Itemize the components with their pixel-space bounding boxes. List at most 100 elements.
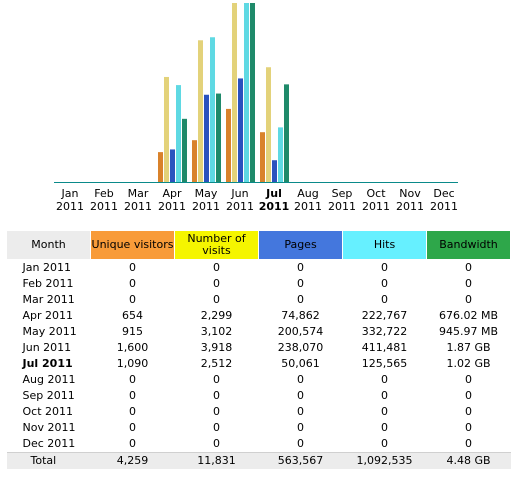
row-pages-cell: 74,862	[281, 309, 320, 322]
monthly-stats-table: Month Unique visitors Number of visits P…	[6, 230, 511, 469]
x-tick-year: 2011	[56, 200, 84, 213]
row-bandwidth-cell: 676.02 MB	[438, 309, 499, 322]
x-tick-month: Mar	[127, 187, 149, 200]
month-column-header: Month	[6, 230, 91, 260]
x-tick-year: 2011	[192, 200, 220, 213]
pages-column-header: Pages	[258, 230, 343, 260]
row-month-cell: Mar 2011	[22, 293, 75, 306]
row-unique-visitors-cell: 0	[129, 261, 136, 274]
x-tick-year: 2011	[328, 200, 356, 213]
row-pages-cell: 200,574	[277, 325, 324, 338]
bar-hits-jul	[278, 127, 283, 182]
x-tick-label-jan: Jan 2011	[50, 187, 90, 213]
row-visits-cell: 0	[213, 389, 220, 402]
row-visits-cell: 0	[213, 293, 220, 306]
row-hits-cell: 125,565	[361, 357, 408, 370]
row-unique-visitors-cell: 654	[122, 309, 143, 322]
row-hits-cell: 0	[381, 373, 388, 386]
bar-unique-apr	[158, 152, 163, 182]
x-tick-label-aug: Aug 2011	[288, 187, 328, 213]
row-unique-visitors-cell: 915	[122, 325, 143, 338]
row-hits-cell: 0	[381, 293, 388, 306]
x-tick-label-nov: Nov 2011	[390, 187, 430, 213]
row-visits-cell: 0	[213, 261, 220, 274]
row-unique-visitors-cell: 0	[129, 293, 136, 306]
x-tick-year: 2011	[430, 200, 458, 213]
row-hits-cell: 332,722	[361, 325, 408, 338]
x-tick-month: Nov	[399, 187, 421, 200]
x-tick-year: 2011	[396, 200, 424, 213]
row-bandwidth-cell: 0	[465, 277, 472, 290]
bandwidth-column-header: Bandwidth	[426, 230, 511, 260]
table-row: Jun 2011 1,600 3,918 238,070 411,481 1.87 GB	[7, 340, 511, 356]
x-tick-year: 2011	[158, 200, 186, 213]
row-bandwidth-cell: 1.02 GB	[446, 357, 491, 370]
row-bandwidth-cell: 1.87 GB	[446, 341, 491, 354]
table-row: May 2011 915 3,102 200,574 332,722 945.97 MB	[7, 324, 511, 340]
row-pages-cell: 0	[297, 277, 304, 290]
row-pages-cell: 0	[297, 261, 304, 274]
row-bandwidth-cell: 945.97 MB	[438, 325, 499, 338]
x-tick-month: Aug	[297, 187, 319, 200]
x-tick-label-oct: Oct 2011	[356, 187, 396, 213]
x-tick-year: 2011	[362, 200, 390, 213]
bar-pages-apr	[170, 149, 175, 182]
row-hits-cell: 0	[381, 389, 388, 402]
row-unique-visitors-cell: 0	[129, 405, 136, 418]
row-month-cell: Nov 2011	[22, 421, 76, 434]
row-visits-cell: 0	[213, 421, 220, 434]
x-tick-label-dec: Dec 2011	[424, 187, 464, 213]
row-pages-cell: 0	[297, 437, 304, 450]
bar-visits-apr	[164, 76, 169, 182]
table-row: Dec 2011 0 0 0 0 0	[7, 436, 511, 453]
x-tick-year: 2011	[294, 200, 322, 213]
x-tick-month: Dec	[433, 187, 455, 200]
row-unique-visitors-cell: 0	[129, 277, 136, 290]
bar-bandwidth-jun	[250, 3, 255, 182]
row-month-cell: Feb 2011	[22, 277, 74, 290]
row-month-cell: Dec 2011	[22, 437, 76, 450]
visits-column-header: Number of visits	[174, 230, 259, 260]
total-month-cell: Total	[6, 452, 91, 469]
table-row: Apr 2011 654 2,299 74,862 222,767 676.02 MB	[7, 308, 511, 324]
x-tick-label-mar: Mar 2011	[118, 187, 158, 213]
table-row: Nov 2011 0 0 0 0 0	[7, 420, 511, 436]
row-unique-visitors-cell: 1,600	[116, 341, 149, 354]
row-bandwidth-cell: 0	[465, 293, 472, 306]
row-bandwidth-cell: 0	[465, 405, 472, 418]
row-unique-visitors-cell: 0	[129, 437, 136, 450]
row-bandwidth-cell: 0	[465, 389, 472, 402]
bar-chart-canvas	[54, 3, 458, 183]
row-unique-visitors-cell: 0	[129, 373, 136, 386]
x-tick-month: Jan	[61, 187, 79, 200]
x-tick-month: Jul	[266, 187, 282, 200]
table-header-row: Month Unique visitors Number of visits P…	[6, 230, 511, 260]
row-bandwidth-cell: 0	[465, 261, 472, 274]
bar-pages-may	[204, 94, 209, 182]
row-month-cell: Oct 2011	[22, 405, 74, 418]
x-tick-year: 2011	[226, 200, 254, 213]
bar-pages-jul	[272, 160, 277, 182]
unique-visitors-column-header: Unique visitors	[90, 230, 175, 260]
bar-bandwidth-may	[216, 93, 221, 182]
bar-visits-may	[198, 40, 203, 183]
x-tick-label-jul: Jul 2011	[254, 187, 294, 213]
bar-bandwidth-apr	[182, 118, 187, 182]
row-bandwidth-cell: 0	[465, 437, 472, 450]
row-bandwidth-cell: 0	[465, 373, 472, 386]
x-tick-year: 2011	[124, 200, 152, 213]
row-hits-cell: 0	[381, 261, 388, 274]
total-bandwidth-cell: 4.48 GB	[426, 452, 511, 469]
row-month-cell: Sep 2011	[22, 389, 75, 402]
total-unique-visitors-cell: 4,259	[90, 452, 175, 469]
hits-column-header: Hits	[342, 230, 427, 260]
table-row: Sep 2011 0 0 0 0 0	[7, 388, 511, 404]
row-visits-cell: 3,102	[200, 325, 233, 338]
row-pages-cell: 238,070	[277, 341, 324, 354]
table-row: Jan 2011 0 0 0 0 0	[7, 260, 511, 277]
x-tick-label-may: May 2011	[186, 187, 226, 213]
x-tick-label-feb: Feb 2011	[84, 187, 124, 213]
row-month-cell: May 2011	[22, 325, 77, 338]
x-tick-month: May	[194, 187, 218, 200]
x-tick-year: 2011	[258, 200, 290, 213]
